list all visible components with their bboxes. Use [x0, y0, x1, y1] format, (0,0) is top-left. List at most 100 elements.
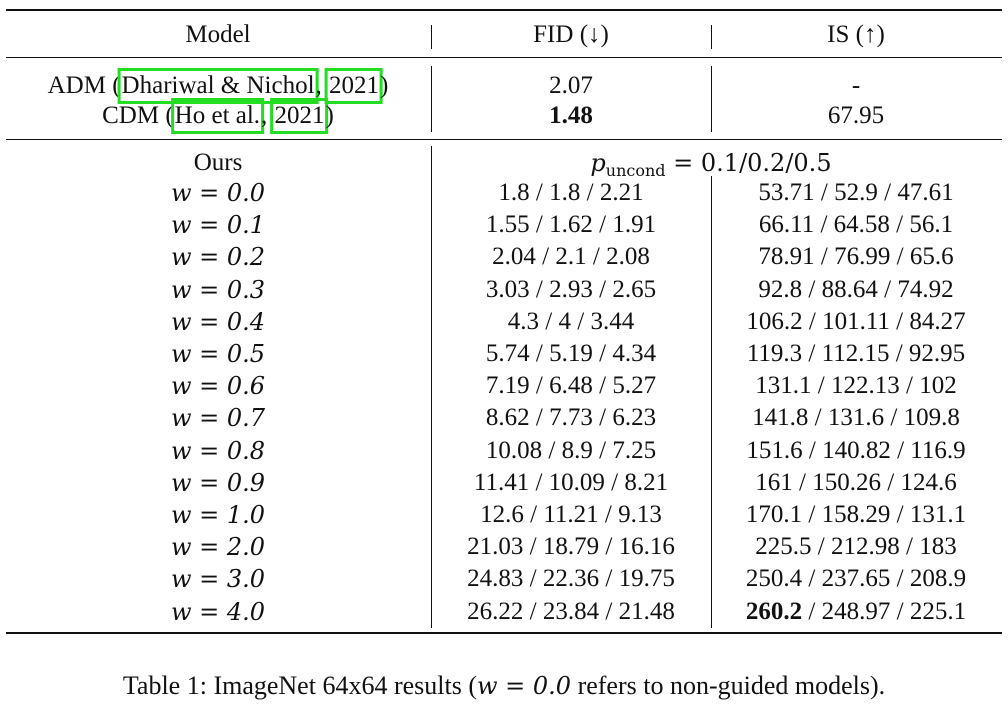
baseline-model-name: CDM (Ho et al., 2021) — [102, 98, 334, 134]
baseline-fid: 2.07 — [549, 72, 593, 99]
fid-values: 4.3 / 4 / 3.44 — [507, 308, 635, 335]
is-values: 106.2 / 101.11 / 84.27 — [746, 307, 965, 337]
is-value-rest: / 248.97 / 225.1 — [802, 598, 967, 625]
is-value-rest: / 76.99 / 65.6 — [814, 243, 954, 270]
is-values: 66.11 / 64.58 / 56.1 — [759, 210, 953, 240]
guidance-weight: w = 0.8 — [170, 437, 266, 465]
citation-year-link[interactable]: 2021 — [270, 98, 329, 134]
table-caption: Table 1: ImageNet 64x64 results (w = 0.0… — [123, 670, 885, 702]
is-value-first: 92.8 — [758, 276, 803, 303]
is-values: 141.8 / 131.6 / 109.8 — [752, 403, 960, 433]
citation-year-link[interactable]: 2021 — [325, 68, 384, 104]
header-model: Model — [185, 21, 251, 48]
baseline-separator-left — [431, 66, 432, 132]
guidance-weight: w = 0.7 — [170, 404, 266, 432]
baseline-model-name: ADM (Dhariwal & Nichol, 2021) — [48, 68, 388, 104]
baseline-separator-right — [711, 66, 712, 132]
guidance-weight: w = 0.3 — [170, 276, 266, 304]
is-values: 131.1 / 122.13 / 102 — [755, 371, 956, 401]
guidance-weight: w = 1.0 — [170, 501, 266, 529]
fid-values: 3.03 / 2.93 / 2.65 — [485, 276, 657, 303]
is-values: 161 / 150.26 / 124.6 — [755, 468, 956, 498]
is-value-first: 225.5 — [755, 533, 812, 560]
is-value-rest: / 88.64 / 74.92 — [802, 276, 954, 303]
is-values: 78.91 / 76.99 / 65.6 — [758, 242, 953, 272]
p-value-list: = 0.1/0.2/0.5 — [665, 149, 832, 177]
citation-suffix: ) — [325, 102, 334, 129]
guidance-weight: w = 0.6 — [170, 372, 266, 400]
is-value-first: 66.11 — [758, 211, 815, 238]
is-value-first: 161 — [755, 469, 793, 496]
guidance-weight: w = 3.0 — [170, 565, 266, 593]
is-value-rest: / 237.65 / 208.9 — [802, 565, 967, 592]
is-value-first: 260.2 — [745, 598, 803, 625]
caption-suffix: refers to non-guided models). — [571, 671, 886, 700]
is-values: 170.1 / 158.29 / 131.1 — [746, 500, 966, 530]
header-separator-left — [431, 25, 432, 49]
caption-math: w = 0.0 — [476, 672, 572, 700]
guidance-weight: w = 0.5 — [170, 340, 266, 368]
fid-values: 21.03 / 18.79 / 16.16 — [467, 533, 675, 560]
header-is: IS (↑) — [827, 21, 885, 48]
guidance-weight: w = 0.0 — [170, 179, 266, 207]
is-value-rest: / 140.82 / 116.9 — [802, 437, 966, 464]
table-top-rule — [6, 9, 1002, 11]
table-bottom-rule — [6, 632, 1002, 634]
fid-values: 8.62 / 7.73 / 6.23 — [485, 404, 657, 431]
guidance-weight: w = 0.9 — [170, 469, 266, 497]
is-value-first: 151.6 — [746, 437, 803, 464]
citation-prefix: CDM ( — [102, 102, 174, 129]
guidance-weight: w = 4.0 — [170, 598, 266, 626]
fid-values: 10.08 / 8.9 / 7.25 — [485, 437, 657, 464]
is-values: 92.8 / 88.64 / 74.92 — [758, 275, 953, 305]
fid-values: 2.04 / 2.1 / 2.08 — [492, 243, 650, 270]
guidance-weight: w = 0.4 — [170, 308, 266, 336]
fid-values: 12.6 / 11.21 / 9.13 — [480, 501, 662, 528]
is-values: 250.4 / 237.65 / 208.9 — [746, 564, 966, 594]
table-header-rule — [6, 57, 1002, 58]
p-symbol: p — [590, 149, 606, 177]
header-fid: FID (↓) — [533, 21, 609, 48]
fid-values: 1.8 / 1.8 / 2.21 — [498, 179, 644, 206]
is-value-first: 119.3 — [746, 340, 803, 367]
fid-values: 11.41 / 10.09 / 8.21 — [473, 469, 669, 496]
is-value-first: 106.2 — [746, 308, 803, 335]
fid-values: 1.55 / 1.62 / 1.91 — [485, 211, 657, 238]
fid-values: 5.74 / 5.19 / 4.34 — [485, 340, 657, 367]
is-value-rest: / 64.58 / 56.1 — [814, 211, 954, 238]
is-value-first: 250.4 — [745, 565, 803, 592]
citation-author-link[interactable]: Dhariwal & Nichol — [117, 68, 319, 104]
header-separator-right — [711, 25, 712, 49]
is-values: 151.6 / 140.82 / 116.9 — [746, 436, 965, 466]
is-value-rest: / 112.15 / 92.95 — [802, 340, 966, 367]
citation-separator: , — [261, 102, 274, 129]
is-value-rest: / 122.13 / 102 — [811, 372, 957, 399]
table-baseline-rule — [6, 139, 1002, 140]
p-uncond-values: puncond = 0.1/0.2/0.5 — [590, 148, 831, 186]
is-values: 119.3 / 112.15 / 92.95 — [747, 339, 965, 369]
baseline-is: 67.95 — [827, 102, 885, 129]
guidance-weight: w = 0.2 — [170, 243, 266, 271]
is-value-first: 78.91 — [758, 243, 815, 270]
ours-label: Ours — [193, 149, 243, 176]
is-values: 225.5 / 212.98 / 183 — [755, 532, 956, 562]
is-values: 260.2 / 248.97 / 225.1 — [746, 597, 966, 627]
is-value-rest: / 212.98 / 183 — [811, 533, 957, 560]
ours-separator-left — [431, 146, 432, 628]
is-value-rest: / 101.11 / 84.27 — [802, 308, 966, 335]
baseline-fid: 1.48 — [549, 102, 593, 129]
ours-separator-right — [711, 176, 712, 628]
is-value-first: 141.8 — [752, 404, 809, 431]
citation-author-link[interactable]: Ho et al. — [170, 98, 265, 134]
fid-values: 24.83 / 22.36 / 19.75 — [467, 565, 675, 592]
is-value-first: 53.71 — [758, 179, 815, 206]
is-value-rest: / 150.26 / 124.6 — [792, 469, 957, 496]
guidance-weight: w = 0.1 — [170, 211, 266, 239]
is-values: 53.71 / 52.9 / 47.61 — [758, 178, 953, 208]
baseline-is: - — [851, 72, 861, 99]
is-value-rest: / 131.6 / 109.8 — [808, 404, 960, 431]
caption-prefix: Table 1: ImageNet 64x64 results ( — [122, 671, 477, 700]
citation-separator: , — [315, 72, 329, 99]
is-value-rest: / 158.29 / 131.1 — [802, 501, 967, 528]
guidance-weight: w = 2.0 — [170, 533, 266, 561]
